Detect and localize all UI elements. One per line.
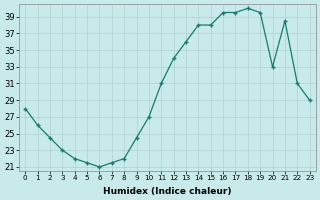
X-axis label: Humidex (Indice chaleur): Humidex (Indice chaleur) — [103, 187, 232, 196]
